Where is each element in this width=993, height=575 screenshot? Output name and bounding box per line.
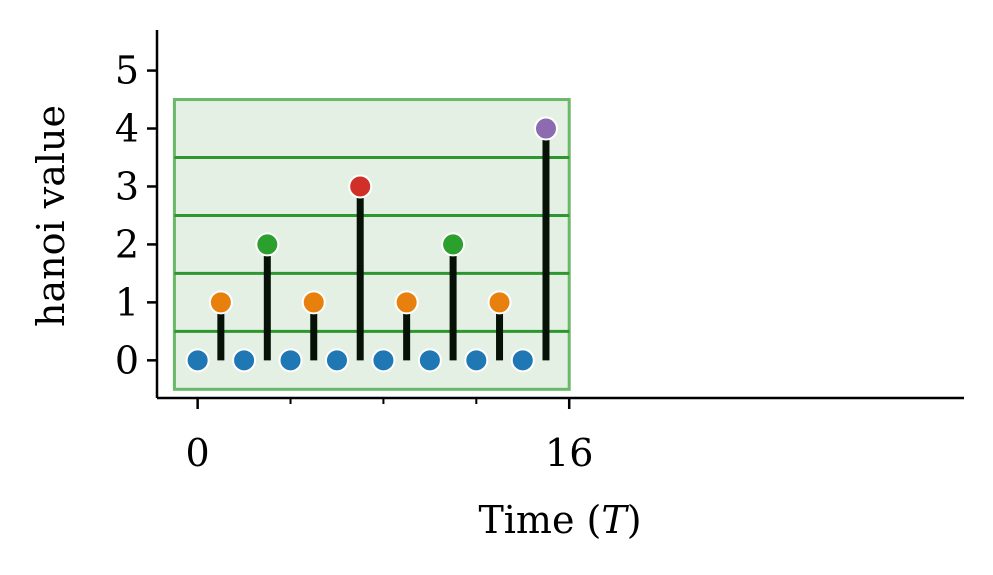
data-point-5 [301, 290, 326, 315]
data-point-0 [185, 348, 210, 373]
y-tick-label-5: 5 [115, 49, 139, 93]
plot-area [172, 98, 571, 391]
y-tick-label-0: 0 [115, 338, 139, 382]
data-point-1 [208, 290, 233, 315]
data-point-2 [232, 348, 257, 373]
data-point-15 [533, 116, 558, 141]
data-point-6 [324, 348, 349, 373]
data-point-8 [371, 348, 396, 373]
y-tick-label-2: 2 [115, 222, 139, 266]
x-ticks: 0 16 [186, 398, 593, 475]
data-point-10 [417, 348, 442, 373]
data-point-12 [464, 348, 489, 373]
y-axis-title: hanoi value [29, 105, 73, 327]
data-point-9 [394, 290, 419, 315]
x-axis-title-text: Time ( [478, 498, 601, 542]
data-point-14 [510, 348, 535, 373]
x-tick-label-0: 0 [186, 431, 210, 475]
data-point-13 [487, 290, 512, 315]
data-point-7 [348, 174, 373, 199]
x-axis-title: Time (T) [478, 498, 641, 542]
y-ticks: 0 1 2 3 4 5 [115, 49, 157, 382]
data-point-3 [255, 232, 280, 257]
shaded-region [172, 98, 571, 391]
x-axis-title-close: ) [627, 498, 642, 542]
data-point-11 [441, 232, 466, 257]
y-tick-label-1: 1 [115, 280, 139, 324]
x-tick-label-16: 16 [545, 431, 593, 475]
y-tick-label-4: 4 [115, 107, 139, 151]
data-point-4 [278, 348, 303, 373]
x-axis-title-variable: T [601, 498, 629, 542]
y-tick-label-3: 3 [115, 164, 139, 208]
